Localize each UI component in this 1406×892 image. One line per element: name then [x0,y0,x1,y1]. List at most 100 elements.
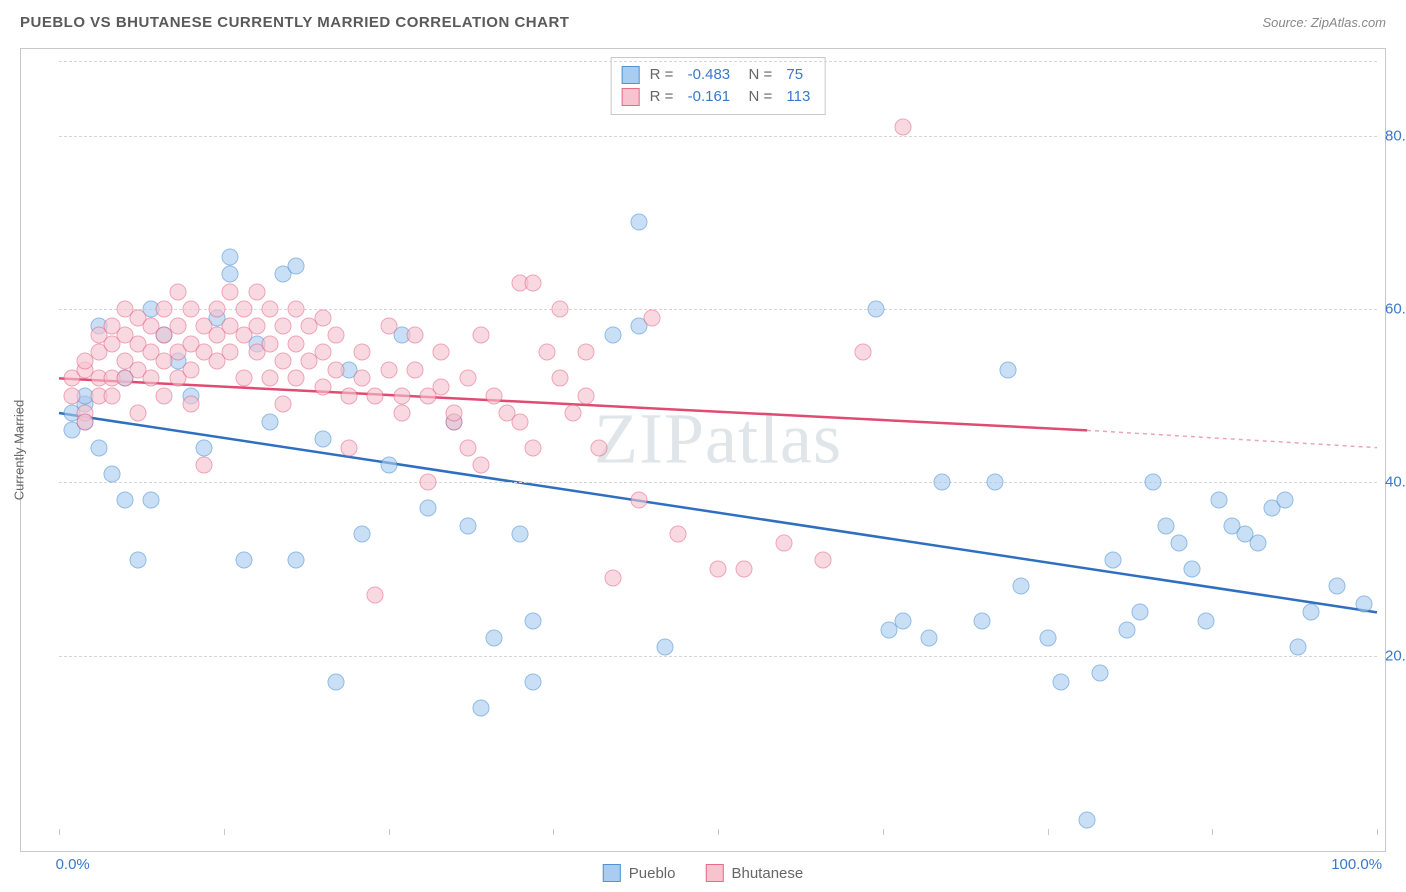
data-point [77,413,94,430]
data-point [288,370,305,387]
data-point [868,300,885,317]
gridline [59,61,1377,62]
data-point [578,344,595,361]
y-tick-label: 60.0% [1385,300,1406,317]
data-point [670,526,687,543]
data-point [433,379,450,396]
data-point [367,387,384,404]
data-point [169,318,186,335]
data-point [314,309,331,326]
data-point [354,526,371,543]
legend-label: Bhutanese [731,865,803,882]
data-point [644,309,661,326]
data-point [525,673,542,690]
data-point [591,439,608,456]
data-point [525,439,542,456]
data-point [1052,673,1069,690]
data-point [209,300,226,317]
data-point [182,300,199,317]
x-tick [1377,829,1378,835]
data-point [1329,578,1346,595]
data-point [920,630,937,647]
x-tick [1212,829,1213,835]
x-tick-label: 0.0% [56,856,90,873]
data-point [314,431,331,448]
x-tick [718,829,719,835]
data-point [1276,491,1293,508]
data-point [156,387,173,404]
data-point [894,613,911,630]
swatch-bhutanese-icon [622,88,640,106]
legend-item-pueblo: Pueblo [603,864,676,882]
data-point [1105,552,1122,569]
data-point [235,552,252,569]
data-point [894,119,911,136]
data-point [815,552,832,569]
data-point [248,318,265,335]
data-point [1171,535,1188,552]
data-point [130,405,147,422]
data-point [1092,665,1109,682]
x-tick [59,829,60,835]
data-point [64,387,81,404]
data-point [367,587,384,604]
data-point [380,457,397,474]
data-point [459,370,476,387]
data-point [973,613,990,630]
stats-row-bhutanese: R = -0.161 N = 113 [622,86,811,108]
legend: Pueblo Bhutanese [603,864,803,882]
x-tick [1048,829,1049,835]
data-point [288,335,305,352]
y-axis-label: Currently Married [12,400,27,500]
data-point [143,370,160,387]
data-point [169,283,186,300]
data-point [261,300,278,317]
data-point [182,396,199,413]
n-value: 75 [786,64,803,86]
data-point [1210,491,1227,508]
data-point [578,387,595,404]
data-point [90,439,107,456]
data-point [604,569,621,586]
data-point [525,275,542,292]
data-point [314,379,331,396]
data-point [340,387,357,404]
data-point [354,370,371,387]
data-point [103,387,120,404]
data-point [420,474,437,491]
data-point [275,396,292,413]
data-point [222,344,239,361]
y-tick-label: 80.0% [1385,127,1406,144]
trend-lines [59,49,1377,829]
stats-row-pueblo: R = -0.483 N = 75 [622,64,811,86]
data-point [1144,474,1161,491]
data-point [1197,613,1214,630]
x-tick [553,829,554,835]
data-point [999,361,1016,378]
data-point [393,405,410,422]
chart-container: Currently Married ZIPatlas R = -0.483 N … [20,48,1386,852]
data-point [1079,812,1096,829]
swatch-pueblo-icon [603,864,621,882]
data-point [406,327,423,344]
n-value: 113 [786,86,810,108]
data-point [327,361,344,378]
data-point [1013,578,1030,595]
data-point [261,370,278,387]
data-point [195,439,212,456]
swatch-pueblo-icon [622,66,640,84]
data-point [459,439,476,456]
data-point [604,327,621,344]
data-point [130,552,147,569]
legend-item-bhutanese: Bhutanese [705,864,803,882]
y-tick-label: 40.0% [1385,474,1406,491]
data-point [288,300,305,317]
data-point [512,413,529,430]
data-point [195,457,212,474]
data-point [222,283,239,300]
gridline [59,136,1377,137]
data-point [1289,638,1306,655]
data-point [327,673,344,690]
data-point [314,344,331,361]
r-value: -0.161 [688,86,731,108]
